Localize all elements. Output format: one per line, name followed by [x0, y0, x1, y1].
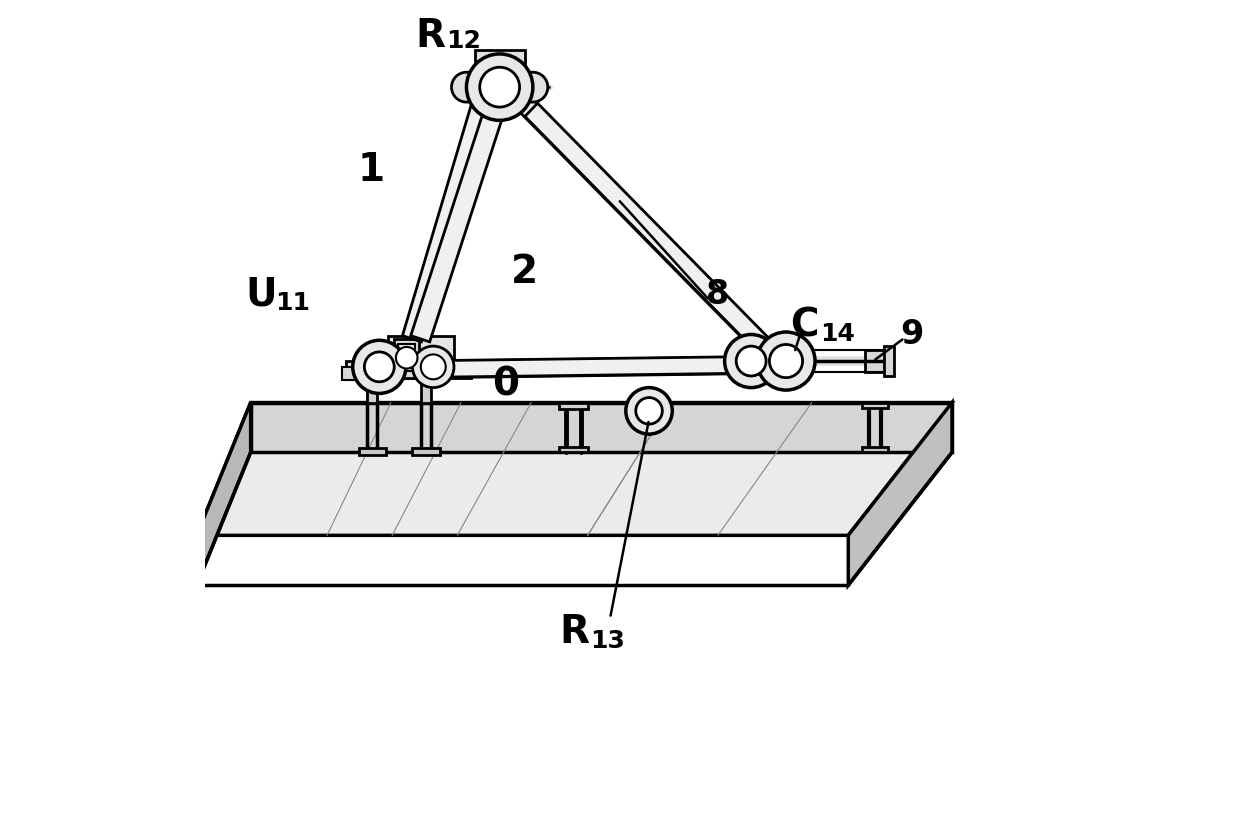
Polygon shape [475, 50, 525, 66]
Polygon shape [862, 403, 888, 408]
Text: R: R [415, 17, 445, 55]
Text: 12: 12 [446, 30, 481, 53]
Polygon shape [559, 447, 588, 452]
Polygon shape [342, 367, 358, 380]
Circle shape [626, 388, 672, 434]
Text: U: U [246, 276, 278, 314]
Polygon shape [525, 103, 791, 374]
Polygon shape [862, 447, 888, 452]
Text: 14: 14 [820, 322, 854, 345]
Polygon shape [367, 378, 377, 403]
Polygon shape [398, 344, 415, 371]
Polygon shape [410, 80, 512, 342]
Circle shape [420, 354, 445, 379]
Text: 8: 8 [707, 278, 729, 311]
Polygon shape [346, 361, 471, 378]
Text: 1: 1 [357, 151, 384, 189]
Text: 9: 9 [900, 318, 924, 351]
Circle shape [396, 347, 418, 369]
Circle shape [518, 72, 548, 102]
Circle shape [756, 332, 815, 390]
Polygon shape [403, 85, 496, 342]
Polygon shape [510, 89, 776, 359]
Polygon shape [559, 403, 588, 409]
Polygon shape [388, 336, 454, 361]
Circle shape [413, 346, 454, 388]
Text: 13: 13 [590, 629, 625, 652]
Polygon shape [197, 403, 250, 585]
Circle shape [466, 54, 533, 120]
Circle shape [724, 334, 777, 388]
Text: 11: 11 [275, 291, 310, 315]
Circle shape [769, 344, 802, 378]
Polygon shape [884, 346, 894, 376]
Circle shape [365, 352, 394, 382]
Polygon shape [358, 448, 386, 455]
Circle shape [737, 346, 766, 376]
Text: C: C [790, 306, 818, 344]
Polygon shape [394, 339, 419, 378]
Text: 2: 2 [511, 253, 538, 291]
Circle shape [636, 398, 662, 424]
Polygon shape [848, 403, 952, 585]
Text: R: R [559, 613, 589, 652]
Polygon shape [451, 356, 776, 377]
Polygon shape [420, 378, 430, 403]
Circle shape [480, 67, 520, 107]
Polygon shape [250, 403, 952, 452]
Circle shape [352, 340, 405, 393]
Polygon shape [864, 350, 885, 372]
Polygon shape [436, 357, 761, 378]
Text: 0: 0 [492, 365, 520, 403]
Polygon shape [413, 448, 440, 455]
Circle shape [451, 72, 481, 102]
Polygon shape [197, 403, 952, 535]
